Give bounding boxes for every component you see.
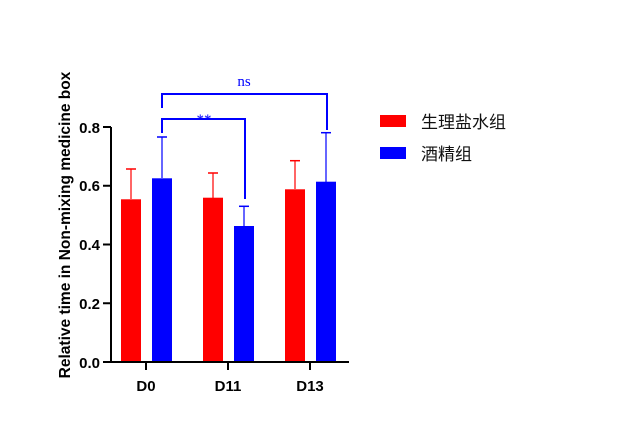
significance-bracket-double-star: ** [161,112,246,199]
bar-alcohol-d0 [152,178,172,362]
y-tick-label: 0.0 [79,355,100,372]
y-tick-label: 0.6 [79,178,100,195]
y-axis [103,126,112,363]
legend: 生理盐水组 酒精组 [380,113,506,165]
x-tick-label-d13: D13 [296,378,324,395]
y-tick-label: 0.4 [79,237,101,254]
bar-alcohol-d11 [234,226,254,362]
significance-label-ns: ns [237,74,251,90]
y-tick-labels: 0.0 0.2 0.4 0.6 0.8 [79,120,101,372]
legend-label-alcohol: 酒精组 [421,145,472,165]
bar-group-d13 [285,131,336,362]
bar-saline-d11 [203,197,223,362]
y-axis-title: Relative time in Non-mixing medicine box [57,71,74,378]
bar-saline-d13 [285,189,305,362]
x-tick-labels: D0 D11 D13 [136,378,323,395]
x-tick-label-d11: D11 [215,378,242,395]
y-tick-label: 0.2 [79,296,100,313]
bar-group-d11 [203,172,254,362]
bar-saline-d0 [121,199,141,362]
bar-group-d0 [121,136,172,362]
y-tick-label: 0.8 [79,120,100,137]
significance-bracket-ns: ns [161,74,328,130]
significance-label-double-star: ** [197,112,212,128]
legend-label-saline: 生理盐水组 [421,113,506,133]
legend-swatch-saline [380,115,406,127]
bar-alcohol-d13 [316,181,336,362]
legend-swatch-alcohol [380,147,406,159]
x-axis [103,361,349,370]
x-tick-label-d0: D0 [136,378,155,395]
